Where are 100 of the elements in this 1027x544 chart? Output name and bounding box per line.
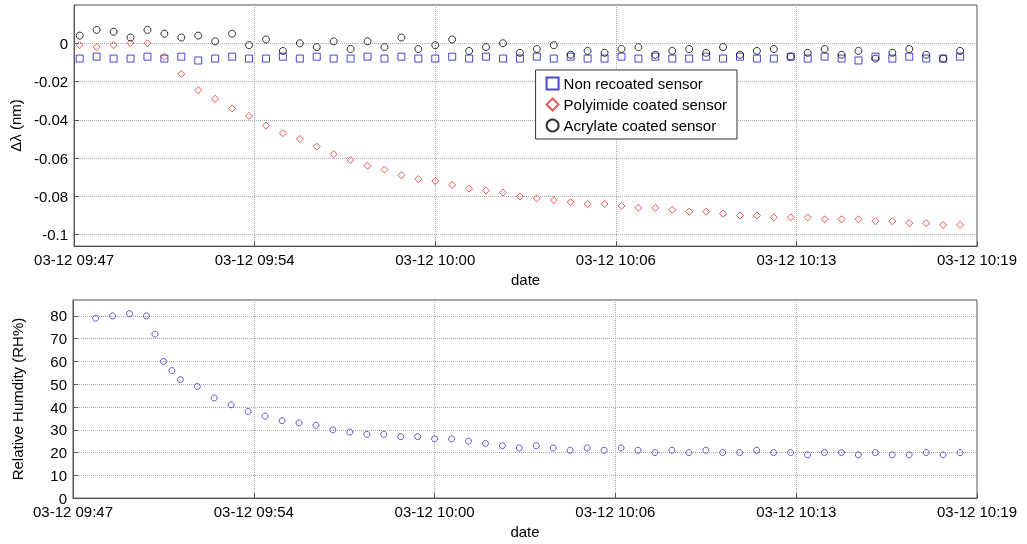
point bbox=[143, 52, 152, 61]
point bbox=[837, 50, 846, 59]
x-tick-label: 03-12 09:54 bbox=[213, 503, 294, 521]
point bbox=[515, 192, 524, 201]
point bbox=[346, 45, 355, 54]
point bbox=[685, 449, 693, 457]
point bbox=[702, 446, 710, 454]
point bbox=[397, 33, 406, 42]
point bbox=[583, 444, 591, 452]
x-tick-label: 03-12 10:06 bbox=[575, 503, 656, 521]
point bbox=[329, 37, 338, 46]
point bbox=[956, 46, 965, 55]
point bbox=[329, 426, 337, 434]
point bbox=[719, 54, 728, 63]
point bbox=[227, 401, 235, 409]
point bbox=[549, 196, 558, 205]
point bbox=[905, 451, 913, 459]
point bbox=[752, 211, 761, 220]
point bbox=[75, 41, 84, 50]
x-axis-title: date bbox=[510, 271, 541, 288]
x-tick-label: 03-12 09:47 bbox=[34, 251, 115, 269]
point bbox=[397, 52, 406, 61]
point bbox=[261, 35, 270, 44]
point bbox=[312, 52, 321, 61]
point bbox=[549, 54, 558, 63]
point bbox=[228, 104, 237, 113]
point bbox=[820, 45, 829, 54]
point bbox=[261, 54, 270, 63]
point bbox=[617, 45, 626, 54]
point bbox=[228, 29, 237, 38]
point bbox=[245, 41, 254, 50]
point bbox=[753, 446, 761, 454]
point bbox=[837, 449, 845, 457]
point bbox=[363, 52, 372, 61]
x-tick-label: 03-12 10:06 bbox=[575, 251, 656, 269]
point bbox=[922, 54, 931, 63]
point bbox=[905, 52, 914, 61]
point bbox=[583, 200, 592, 208]
legend-label: Polyimide coated sensor bbox=[563, 96, 727, 113]
point bbox=[414, 175, 423, 184]
point bbox=[261, 121, 270, 130]
point bbox=[871, 217, 880, 226]
point bbox=[194, 56, 203, 65]
point bbox=[363, 37, 372, 46]
point bbox=[448, 35, 457, 44]
point bbox=[956, 221, 965, 230]
point bbox=[75, 31, 84, 40]
point bbox=[532, 52, 541, 61]
point bbox=[685, 207, 694, 216]
point bbox=[431, 54, 440, 63]
point bbox=[228, 52, 237, 61]
point bbox=[109, 41, 118, 50]
point bbox=[346, 155, 355, 164]
point bbox=[448, 180, 457, 189]
point bbox=[92, 43, 101, 52]
point bbox=[177, 33, 186, 42]
point bbox=[109, 27, 118, 36]
point bbox=[278, 417, 286, 425]
point bbox=[498, 54, 507, 63]
point bbox=[126, 54, 135, 63]
point bbox=[295, 419, 303, 427]
point bbox=[685, 54, 694, 63]
point bbox=[939, 451, 947, 459]
point bbox=[295, 54, 304, 63]
point bbox=[719, 43, 728, 52]
point bbox=[888, 54, 897, 63]
point bbox=[702, 52, 711, 61]
x-tick-label: 03-12 10:13 bbox=[756, 503, 837, 521]
point bbox=[414, 45, 423, 54]
y-tick-label: -0.08 bbox=[33, 187, 69, 205]
point bbox=[668, 205, 677, 214]
point bbox=[448, 435, 456, 443]
point bbox=[634, 43, 643, 52]
x-tick-label: 03-12 10:19 bbox=[936, 251, 1018, 269]
point bbox=[668, 446, 676, 454]
point bbox=[211, 94, 220, 103]
point bbox=[346, 428, 354, 436]
point bbox=[465, 437, 472, 445]
point bbox=[481, 439, 489, 447]
point bbox=[414, 433, 422, 441]
point bbox=[431, 177, 440, 186]
point bbox=[803, 48, 812, 57]
point bbox=[956, 52, 965, 61]
y-tick-label: -0.06 bbox=[33, 149, 69, 167]
x-tick-label: 03-12 10:00 bbox=[395, 251, 476, 269]
point bbox=[905, 219, 914, 228]
point bbox=[668, 54, 677, 63]
y-tick-label: 60 bbox=[50, 352, 67, 370]
point bbox=[871, 449, 879, 457]
point bbox=[854, 451, 862, 459]
point bbox=[312, 43, 321, 52]
point bbox=[583, 54, 592, 63]
point bbox=[211, 37, 220, 46]
point bbox=[803, 213, 812, 222]
point bbox=[787, 449, 795, 457]
point bbox=[515, 48, 524, 57]
point bbox=[143, 39, 152, 48]
point bbox=[380, 43, 389, 52]
point bbox=[515, 444, 523, 452]
point bbox=[634, 203, 643, 212]
